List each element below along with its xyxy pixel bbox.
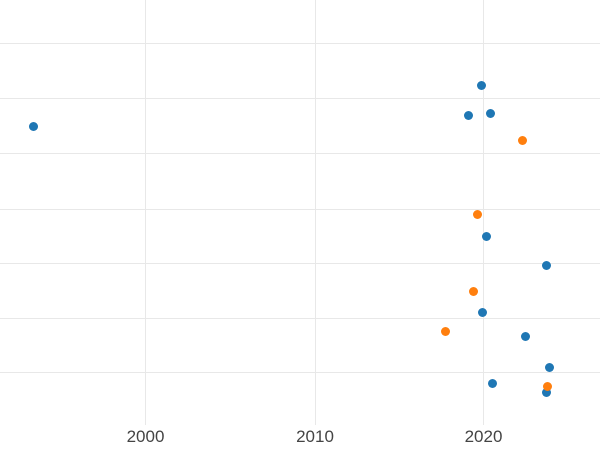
data-point-blue-series [486,108,495,118]
gridline-horizontal [0,372,600,373]
data-point-orange-series [469,286,478,296]
data-point-blue-series [521,332,530,341]
gridline-vertical [314,0,316,425]
gridline-vertical [483,0,484,425]
data-point-orange-series [518,135,527,145]
data-point-blue-series [478,308,487,317]
x-tick-label: 2010 [296,427,334,446]
data-point-blue-series [542,261,551,270]
data-point-blue-series [542,387,551,397]
gridline-vertical [145,0,146,425]
gridline-horizontal [0,317,600,319]
x-tick-label: 2020 [464,427,503,446]
data-point-blue-series [476,81,486,90]
gridline-horizontal [0,153,600,154]
data-point-blue-series [482,231,491,241]
gridline-horizontal [0,98,600,99]
data-point-blue-series [464,111,473,120]
data-point-orange-series [542,382,552,391]
data-point-blue-series [28,122,38,131]
x-tick-label: 2000 [126,427,165,446]
gridline-horizontal [0,263,600,264]
data-point-orange-series [473,209,482,219]
data-point-orange-series [440,327,450,336]
gridline-horizontal [0,208,600,210]
data-point-blue-series [487,378,497,388]
data-point-blue-series [545,362,554,372]
gridline-horizontal [0,43,600,44]
